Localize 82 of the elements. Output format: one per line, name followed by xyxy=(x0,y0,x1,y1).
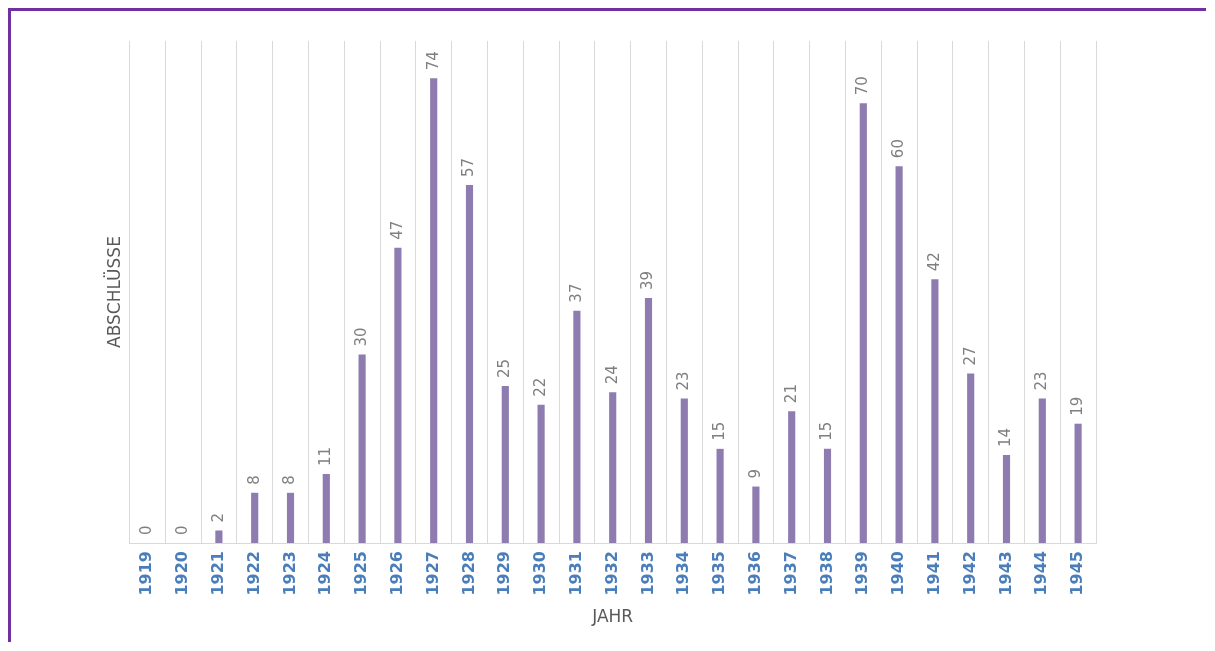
bar xyxy=(859,103,867,544)
x-axis-title: JAHR xyxy=(591,606,634,627)
x-tick-label: 1934 xyxy=(673,551,693,596)
x-tick-label: 1921 xyxy=(208,551,228,596)
data-label: 8 xyxy=(280,475,299,485)
data-label: 24 xyxy=(602,365,621,385)
bar xyxy=(1038,398,1046,544)
data-label: 0 xyxy=(172,525,191,536)
bar xyxy=(573,310,581,544)
bar xyxy=(609,392,617,544)
data-label: 39 xyxy=(638,270,657,291)
data-label: 8 xyxy=(244,475,263,485)
x-tick-label: 1927 xyxy=(422,551,442,596)
bar xyxy=(322,473,330,544)
data-label: 2 xyxy=(208,512,227,523)
x-tick-label: 1937 xyxy=(780,551,800,596)
data-label: 11 xyxy=(316,446,335,466)
x-tick-label: 1945 xyxy=(1067,551,1087,596)
x-tick-label: 1939 xyxy=(852,551,872,596)
bar xyxy=(501,386,509,544)
x-tick-label: 1941 xyxy=(924,551,944,596)
data-label: 47 xyxy=(387,220,406,240)
data-label: 15 xyxy=(709,421,728,441)
x-tick-label: 1925 xyxy=(351,551,371,596)
bar xyxy=(788,411,796,544)
data-label: 23 xyxy=(674,371,693,391)
data-label: 70 xyxy=(853,76,872,96)
bar xyxy=(215,530,223,544)
bar xyxy=(967,373,975,544)
data-label: 30 xyxy=(351,327,370,347)
bar xyxy=(286,492,295,544)
data-label: 22 xyxy=(530,377,549,397)
x-tick-label: 1943 xyxy=(995,551,1015,596)
data-label: 37 xyxy=(566,283,585,303)
bar xyxy=(251,492,259,544)
x-tick-label: 1944 xyxy=(1031,551,1051,596)
x-tick-label: 1922 xyxy=(243,551,263,596)
data-label: 42 xyxy=(924,252,943,272)
bar xyxy=(394,247,402,544)
x-tick-label: 1936 xyxy=(745,551,765,596)
x-tick-label: 1923 xyxy=(279,551,299,596)
x-tick-label: 1940 xyxy=(888,551,908,596)
x-tick-label: 1924 xyxy=(315,551,335,596)
x-tick-label: 1935 xyxy=(709,551,729,596)
bar xyxy=(823,448,832,544)
data-label: 21 xyxy=(781,384,800,404)
x-tick-label: 1930 xyxy=(530,551,550,596)
data-label: 19 xyxy=(1067,396,1086,416)
x-tick-label: 1926 xyxy=(387,551,407,596)
bar xyxy=(430,78,438,544)
bar xyxy=(752,486,760,544)
x-tick-label: 1929 xyxy=(494,551,514,596)
bar xyxy=(358,354,366,544)
data-label: 23 xyxy=(1032,371,1051,391)
bar xyxy=(465,184,474,544)
data-label: 14 xyxy=(996,428,1015,448)
x-tick-label: 1928 xyxy=(458,551,478,596)
page-frame: JAHR ABSCHLÜSSE 1919 1920 1921 1922 1923 1924 1925 1926 1927 1928 1929 1930 1931 1932 1933 1934 1935 1936 1937 1938 1939 1940 1941 1942 1943 1944 1945 0 0 2 8 8 11 30 47 74 57 25 22 37 24 39 23 15 9 21 15 70 60 42 27 14 23 19 xyxy=(8,8,1206,642)
bar xyxy=(1002,455,1011,544)
data-label: 9 xyxy=(745,468,764,479)
bar xyxy=(680,398,688,544)
y-axis-title: ABSCHLÜSSE xyxy=(102,236,124,348)
bar xyxy=(1074,423,1082,544)
x-tick-label: 1919 xyxy=(136,551,156,596)
bar xyxy=(537,404,545,544)
x-tick-label: 1931 xyxy=(566,551,586,596)
bar xyxy=(931,279,939,544)
data-label: 60 xyxy=(888,139,907,159)
data-label: 25 xyxy=(495,358,514,379)
bar xyxy=(895,166,903,544)
data-label: 15 xyxy=(817,421,836,441)
bar xyxy=(716,448,724,544)
bar xyxy=(644,298,653,544)
x-tick-label: 1932 xyxy=(601,551,621,596)
x-tick-label: 1933 xyxy=(637,551,657,596)
x-tick-label: 1920 xyxy=(172,551,192,596)
data-label: 27 xyxy=(960,346,979,366)
x-tick-label: 1938 xyxy=(816,551,836,596)
data-label: 57 xyxy=(459,157,478,177)
data-label: 74 xyxy=(423,51,442,71)
x-tick-label: 1942 xyxy=(959,551,979,596)
data-label: 0 xyxy=(137,525,156,536)
